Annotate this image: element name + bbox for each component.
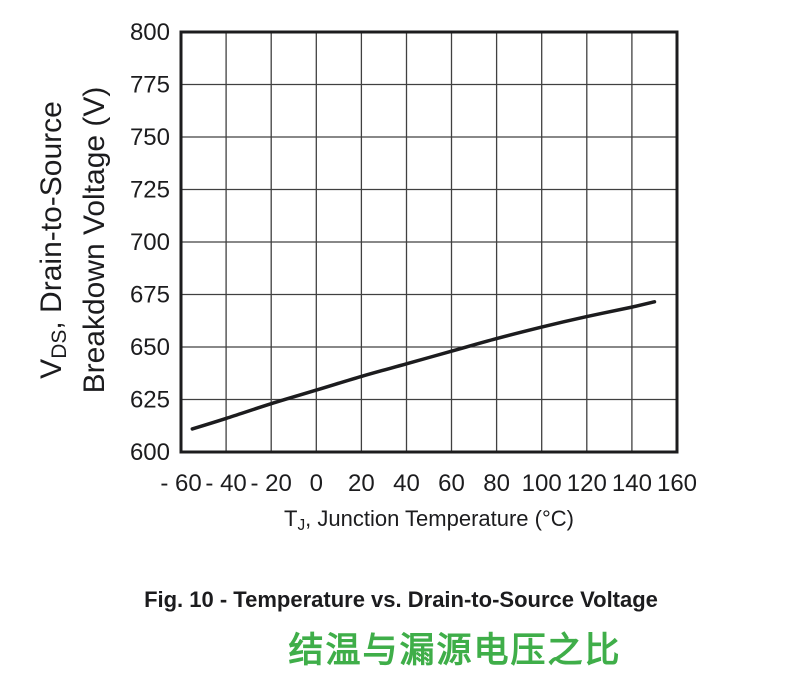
x-tick-label: 160 <box>657 470 697 497</box>
figure-caption: Fig. 10 - Temperature vs. Drain-to-Sourc… <box>144 587 658 612</box>
x-tick-label: 60 <box>438 470 465 497</box>
y-tick-label: 800 <box>130 19 170 46</box>
figure-caption-chinese: 结温与漏源电压之比 <box>288 631 622 670</box>
y-tick-label: 625 <box>130 387 170 414</box>
x-tick-label: 0 <box>310 470 323 497</box>
y-axis-title: VDS, Drain-to-Source Breakdown Voltage (… <box>34 87 112 394</box>
y-tick-label: 700 <box>130 229 170 256</box>
y-axis-title-line1: VDS, Drain-to-Source <box>34 87 77 394</box>
y-axis-symbol-subscript: DS <box>48 329 72 359</box>
chart-svg: 600 625 650 675 700 725 750 775 800 - 60- 40- 20 0… <box>130 19 697 497</box>
x-axis-title-rest: , Junction Temperature (°C) <box>305 506 574 531</box>
x-axis-title: TJ, Junction Temperature (°C) <box>181 506 677 535</box>
data-curve <box>190 300 657 431</box>
x-tick-label: 100 <box>522 470 562 497</box>
x-axis-symbol-subscript: J <box>297 516 306 534</box>
x-tick-label: 140 <box>612 470 652 497</box>
y-axis-title-line2: Breakdown Voltage (V) <box>78 86 112 394</box>
plot-frame <box>179 30 679 454</box>
x-tick-label: 80 <box>483 470 510 497</box>
x-axis-symbol: T <box>284 506 298 531</box>
y-axis-title-rest: , Drain-to-Source <box>34 101 68 330</box>
x-tick-label: 40 <box>393 470 420 497</box>
y-axis-symbol: V <box>34 358 68 379</box>
x-tick-label: 120 <box>567 470 607 497</box>
x-tick-label: - 40 <box>205 470 246 497</box>
y-tick-label: 725 <box>130 177 170 204</box>
x-tick-label: - 20 <box>251 470 292 497</box>
x-tick-label: 20 <box>348 470 375 497</box>
y-tick-label: 775 <box>130 72 170 99</box>
y-tick-label: 675 <box>130 282 170 309</box>
y-tick-label: 750 <box>130 124 170 151</box>
y-tick-label: 600 <box>130 439 170 466</box>
x-tick-label: - 60 <box>160 470 201 497</box>
y-tick-label: 650 <box>130 334 170 361</box>
